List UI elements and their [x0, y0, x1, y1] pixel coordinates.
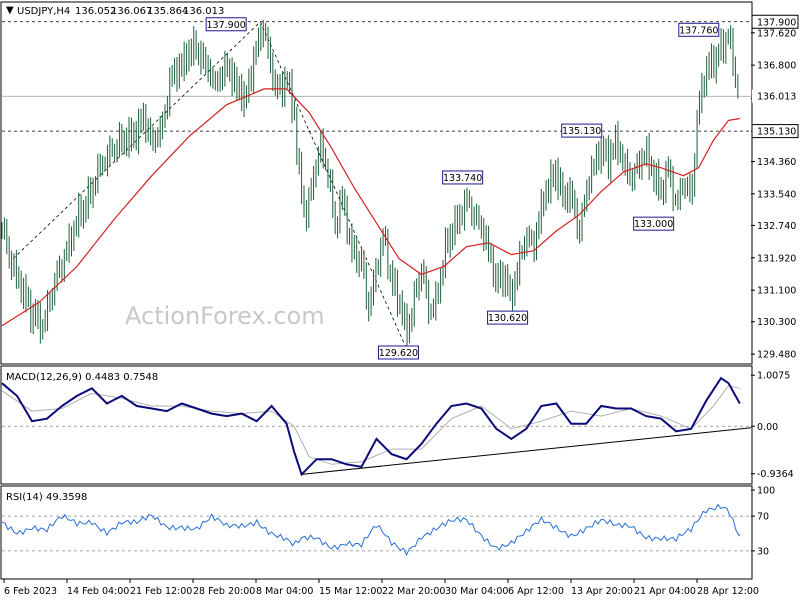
price-annotation-box: [633, 216, 675, 231]
price-annotation-1: 129.620: [377, 345, 419, 360]
x-tick-label: 6 Feb 2023: [4, 586, 57, 597]
price-annotation-0: 137.900: [205, 17, 247, 32]
price-y-tick-label: 136.800: [757, 61, 796, 72]
price-annotation-6: 137.760: [678, 22, 720, 37]
price-annotation-label: 137.760: [679, 25, 718, 36]
x-tick-label: 6 Apr 12:00: [508, 586, 564, 597]
header-arrow: ▼: [6, 5, 14, 16]
price-annotation-3: 130.620: [487, 310, 529, 325]
ohlc-high: 136.067: [111, 6, 152, 17]
price-trendline-1: [260, 21, 407, 349]
price-annotation-box: [377, 345, 419, 360]
price-level-tag-box: [752, 89, 798, 103]
macd-panel-frame: [0, 365, 753, 485]
price-annotation-box: [487, 310, 529, 325]
rsi-plot: [1, 503, 751, 557]
price-annotation-label: 130.620: [488, 313, 527, 324]
ohlc-close: 136.013: [183, 6, 224, 17]
macd-y-tick-label: -0.9364: [757, 469, 794, 480]
x-tick-label: 28 Feb 20:00: [193, 586, 255, 597]
macd-y-tick-label: 0.00: [757, 422, 778, 433]
macd-signal-line: [1, 385, 740, 465]
price-annotation-box: [678, 22, 720, 37]
price-annotation-label: 133.000: [634, 219, 673, 230]
price-bars: [1, 19, 739, 348]
macd-y-tick-label: 1.0075: [757, 371, 790, 382]
macd-trendline: [301, 427, 752, 475]
watermark: ActionForex.com: [125, 302, 325, 330]
price-trendline-0: [12, 21, 261, 259]
rsi-y-tick-label: 100: [757, 486, 775, 497]
price-level-tag-0: 137.900: [751, 14, 799, 29]
price-y-tick-label: 134.360: [757, 157, 796, 168]
price-annotation-label: 135.130: [562, 126, 601, 137]
rsi-y-tick-label: 70: [757, 512, 769, 523]
axes: 137.620136.800135.960135.130134.360133.5…: [3, 14, 799, 597]
macd-plot: [1, 376, 752, 477]
x-tick-label: 14 Feb 04:00: [67, 586, 129, 597]
rsi-line: [1, 503, 741, 557]
x-tick-label: 15 Mar 12:00: [319, 586, 382, 597]
chart-symbol: USDJPY,H4: [17, 6, 70, 17]
macd-label: MACD(12,26,9) 0.4483 0.7548: [6, 372, 158, 383]
price-y-tick-label: 131.920: [757, 253, 796, 264]
price-level-tag-label: 137.900: [757, 17, 796, 28]
price-level-tag-1: 136.013: [752, 89, 798, 103]
price-y-tick-label: 132.740: [757, 221, 796, 232]
price-y-tick-label: 137.620: [757, 28, 796, 39]
price-plot: 137.900 129.620 133.740 130.620 135.130 133.0…: [1, 17, 751, 360]
price-annotation-4: 135.130: [561, 123, 603, 138]
price-y-tick-label: 133.540: [757, 189, 796, 200]
x-tick-label: 8 Mar 04:00: [256, 586, 313, 597]
price-annotation-2: 133.740: [442, 170, 484, 185]
price-panel-frame: [0, 1, 753, 365]
price-annotation-label: 129.620: [379, 348, 418, 359]
price-annotation-box: [205, 17, 247, 32]
x-tick-label: 21 Apr 04:00: [634, 586, 696, 597]
price-level-tag-label: 135.130: [757, 127, 796, 138]
moving-average-line: [1, 88, 740, 327]
macd-line: [1, 376, 741, 477]
price-annotation-5: 133.000: [633, 216, 675, 231]
ohlc-open: 136.052: [75, 6, 116, 17]
price-level-tag-box: [751, 14, 799, 29]
x-tick-label: 22 Mar 20:00: [382, 586, 445, 597]
price-y-tick-label: 130.300: [757, 317, 796, 328]
price-y-tick-label: 131.100: [757, 286, 796, 297]
x-tick-label: 30 Mar 04:00: [445, 586, 508, 597]
ohlc-low: 135.864: [147, 6, 188, 17]
x-tick-label: 13 Apr 20:00: [571, 586, 633, 597]
price-annotation-label: 137.900: [207, 20, 246, 31]
x-tick-label: 21 Feb 12:00: [130, 586, 192, 597]
rsi-label: RSI(14) 49.3598: [6, 492, 87, 503]
rsi-y-tick-label: 30: [757, 546, 769, 557]
rsi-panel-frame: [0, 485, 753, 580]
price-annotation-label: 133.740: [443, 173, 482, 184]
price-annotation-box: [561, 123, 603, 138]
price-level-tag-box: [751, 124, 799, 139]
price-level-tag-2: 135.130: [751, 124, 799, 139]
price-y-tick-label: 129.480: [757, 350, 796, 361]
price-annotation-box: [442, 170, 484, 185]
price-level-tag-label: 136.013: [757, 92, 796, 103]
x-tick-label: 28 Apr 12:00: [697, 586, 759, 597]
